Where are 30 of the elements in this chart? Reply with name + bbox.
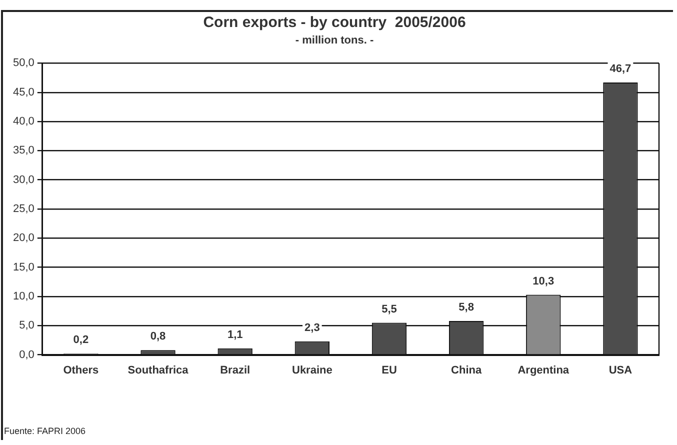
x-tick-label: Brazil [220, 364, 250, 376]
y-tick-label: 15,0 [12, 261, 34, 274]
y-tick-label: 5,0 [19, 320, 34, 332]
x-tick-label: EU [382, 364, 397, 376]
y-tick-label: 50,0 [12, 57, 34, 70]
y-tick-label: 30,0 [12, 174, 34, 186]
x-tick-label: Ukraine [292, 364, 332, 376]
data-label: 5,8 [458, 302, 474, 314]
data-label: 0,8 [150, 330, 166, 343]
x-tick-label: USA [608, 364, 632, 376]
chart-subtitle: - million tons. - [295, 34, 374, 47]
data-label: 2,3 [304, 322, 320, 334]
data-label: 46,7 [610, 62, 632, 75]
data-label: 1,1 [227, 328, 243, 341]
source-note: Fuente: FAPRI 2006 [4, 426, 86, 436]
x-tick-label: Southafrica [128, 364, 190, 376]
y-tick-label: 25,0 [12, 203, 34, 216]
y-tick-label: 45,0 [12, 86, 34, 98]
y-tick-label: 10,0 [12, 290, 34, 303]
y-tick-label: 20,0 [12, 232, 34, 244]
data-label: 0,2 [73, 334, 89, 346]
x-tick-label: Argentina [518, 364, 570, 376]
data-label: 10,3 [532, 275, 554, 288]
y-tick-label: 35,0 [12, 144, 34, 157]
y-tick-label: 40,0 [12, 116, 34, 128]
x-tick-label: China [451, 364, 482, 376]
data-label: 5,5 [382, 303, 397, 316]
x-tick-label: Others [63, 364, 99, 376]
chart-title: Corn exports - by country 2005/2006 [203, 14, 466, 32]
y-tick-label: 0,0 [19, 348, 34, 361]
